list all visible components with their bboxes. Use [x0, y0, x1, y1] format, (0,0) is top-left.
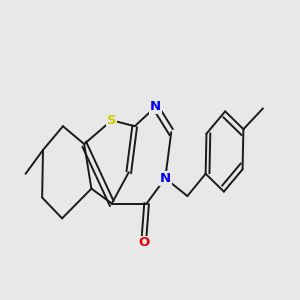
Text: N: N [150, 100, 161, 113]
Text: N: N [160, 172, 171, 185]
Text: O: O [138, 236, 149, 249]
Text: S: S [107, 114, 117, 127]
